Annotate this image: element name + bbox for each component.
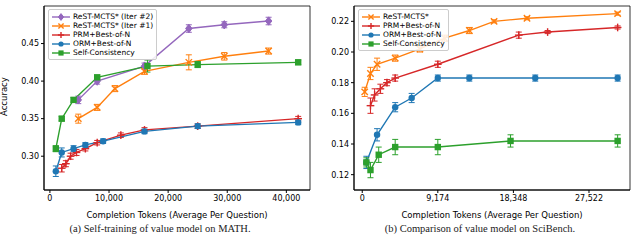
svg-text:0.20: 0.20: [331, 48, 349, 57]
html-text:Self-Consistency: Self-Consistency: [383, 39, 445, 48]
svg-text:0: 0: [47, 194, 52, 203]
html-text:ReST-MCTS*: ReST-MCTS*: [383, 12, 429, 21]
html-text:(a) Self-training of value mod: (a) Self-training of value model on MATH…: [69, 223, 251, 234]
svg-text:20,000: 20,000: [154, 194, 182, 203]
svg-text:10,000: 10,000: [95, 194, 123, 203]
html-text:ORM+Best-of-N: ORM+Best-of-N: [383, 30, 442, 39]
svg-text:0.40: 0.40: [21, 77, 39, 86]
svg-text:0.18: 0.18: [331, 79, 349, 88]
svg-text:0.14: 0.14: [331, 140, 349, 149]
html-text:(b) Comparison of value model: (b) Comparison of value model on SciBenc…: [384, 223, 576, 234]
html-text:ORM+Best-of-N: ORM+Best-of-N: [73, 39, 132, 48]
svg-text:0.22: 0.22: [331, 17, 349, 26]
svg-text:0.16: 0.16: [331, 109, 349, 118]
html-text:PRM+Best-of-N: PRM+Best-of-N: [383, 21, 441, 30]
svg-text:Accuracy: Accuracy: [8, 77, 9, 116]
svg-text:27,522: 27,522: [575, 194, 603, 203]
svg-text:30,000: 30,000: [213, 194, 241, 203]
svg-text:Completion Tokens (Average Per: Completion Tokens (Average Per Question): [401, 210, 582, 220]
svg-text:0: 0: [360, 194, 365, 203]
svg-text:40,000: 40,000: [272, 194, 300, 203]
html-text:ReST-MCTS* (Iter #1): ReST-MCTS* (Iter #1): [73, 21, 154, 30]
svg-text:0.30: 0.30: [21, 152, 39, 161]
svg-text:0.45: 0.45: [21, 39, 39, 48]
svg-text:9,174: 9,174: [426, 194, 449, 203]
html-text:Self-Consistency: Self-Consistency: [73, 48, 135, 57]
html-text:PRM+Best-of-N: PRM+Best-of-N: [73, 30, 131, 39]
svg-text:0.12: 0.12: [331, 171, 349, 180]
svg-text:0.35: 0.35: [21, 114, 39, 123]
svg-text:Completion Tokens (Average Per: Completion Tokens (Average Per Question): [86, 210, 267, 220]
svg-text:18,348: 18,348: [499, 194, 527, 203]
html-text:ReST-MCTS* (Iter #2): ReST-MCTS* (Iter #2): [73, 12, 154, 21]
